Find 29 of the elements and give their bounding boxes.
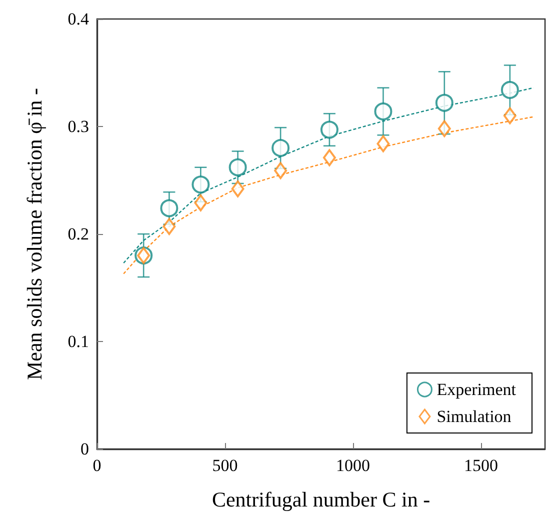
point [231, 180, 244, 198]
point [376, 135, 390, 152]
point [228, 158, 247, 176]
point [274, 162, 288, 180]
point [320, 120, 338, 139]
y-tick-label: 0.2 [68, 224, 89, 244]
point [503, 107, 516, 124]
x-tick-label: 1000 [336, 456, 370, 475]
point [192, 176, 210, 194]
x-axis-title: Centrifugal number C in - [212, 488, 430, 512]
point [160, 199, 178, 218]
point [162, 218, 176, 235]
y-tick-label: 0.3 [68, 117, 89, 136]
point [435, 94, 454, 112]
x-tick-label: 500 [212, 456, 238, 475]
point [374, 102, 392, 120]
x-tick-label: 0 [92, 456, 102, 475]
y-tick-label: 0.4 [68, 10, 90, 28]
y-axis-title: Mean solids volume fraction φ̄ in - [22, 88, 46, 380]
point [322, 149, 336, 166]
point [438, 120, 451, 138]
y-tick-label: 0 [80, 440, 89, 458]
legend-label: Experiment [436, 380, 516, 399]
x-tick-label: 1500 [464, 456, 498, 475]
point [500, 80, 519, 99]
y-tick-label: 0.1 [68, 332, 89, 351]
point [272, 139, 290, 157]
legend-label: Simulation [436, 407, 512, 426]
point [194, 194, 208, 212]
